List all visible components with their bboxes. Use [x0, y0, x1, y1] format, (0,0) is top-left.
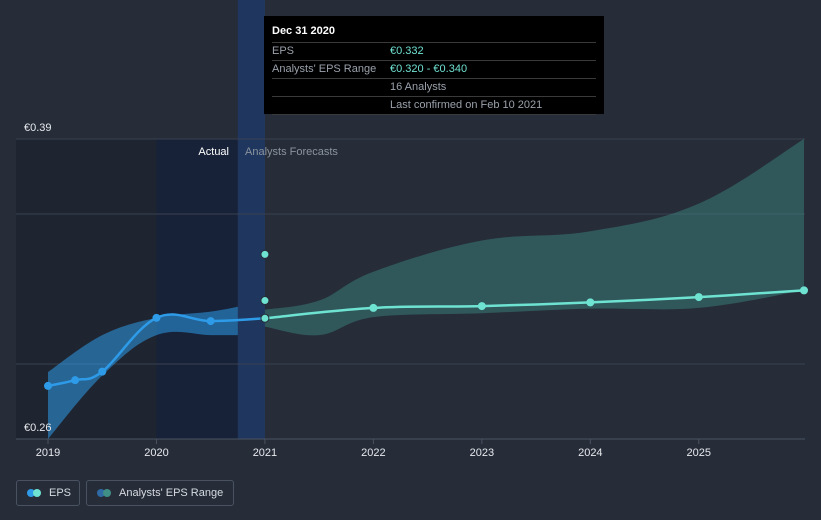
eps-point-1-1: [369, 303, 378, 312]
y-label-bottom: €0.26: [24, 422, 52, 434]
tooltip-range-label: Analysts' EPS Range: [272, 63, 377, 75]
x-tick-label-1: 2020: [144, 447, 168, 459]
tooltip-eps-label: EPS: [272, 45, 295, 57]
tooltip-eps-value: €0.332: [390, 45, 424, 57]
past-shade: [16, 139, 157, 439]
tooltip-date: Dec 31 2020: [272, 24, 596, 43]
eps-point-0-3: [152, 313, 161, 322]
tooltip-eps-row: EPS €0.332: [272, 43, 596, 61]
tooltip-marker-1: [260, 313, 270, 323]
range-swatch-icon: [97, 489, 111, 497]
eps-point-0-2: [98, 367, 107, 376]
legend-eps-label: EPS: [49, 487, 72, 499]
y-label-top: €0.39: [24, 122, 52, 134]
eps-point-1-4: [694, 293, 703, 302]
tooltip-marker-0: [260, 249, 270, 259]
x-tick-label-3: 2022: [361, 447, 385, 459]
eps-line-1: [264, 289, 805, 320]
eps-point-1-2: [477, 302, 486, 311]
hover-band: [237, 0, 265, 439]
legend-eps[interactable]: EPS: [16, 480, 80, 506]
x-tick-label-2: 2021: [253, 447, 277, 459]
eps-point-0-1: [71, 376, 80, 385]
tooltip-analysts: 16 Analysts: [390, 81, 447, 93]
x-tick-label-5: 2024: [578, 447, 602, 459]
eps-range-area-0: [48, 306, 238, 439]
tooltip-range-row: Analysts' EPS Range €0.320 - €0.340: [272, 61, 596, 79]
tooltip-range-value: €0.320 - €0.340: [390, 63, 468, 75]
eps-range-area-1: [264, 139, 804, 336]
actual-label: Actual: [198, 146, 229, 158]
tooltip-analysts-row: 16 Analysts: [272, 79, 596, 97]
x-tick-label-4: 2023: [470, 447, 494, 459]
tooltip-marker-2: [260, 296, 270, 306]
actual-shade: [156, 139, 238, 439]
x-tick-label-6: 2025: [687, 447, 711, 459]
legend-range-label: Analysts' EPS Range: [119, 487, 224, 499]
eps-point-1-3: [586, 298, 595, 307]
eps-point-end: [800, 286, 808, 295]
x-tick-label-0: 2019: [36, 447, 60, 459]
legend-range[interactable]: Analysts' EPS Range: [86, 480, 234, 506]
tooltip-confirmed-row: Last confirmed on Feb 10 2021: [272, 97, 596, 115]
eps-point-0-4: [206, 317, 215, 326]
eps-point-0-0: [44, 381, 52, 390]
tooltip: Dec 31 2020 EPS €0.332 Analysts' EPS Ran…: [264, 16, 604, 115]
eps-swatch-icon: [27, 489, 41, 497]
tooltip-confirmed: Last confirmed on Feb 10 2021: [390, 99, 543, 111]
forecast-label: Analysts Forecasts: [245, 146, 338, 158]
